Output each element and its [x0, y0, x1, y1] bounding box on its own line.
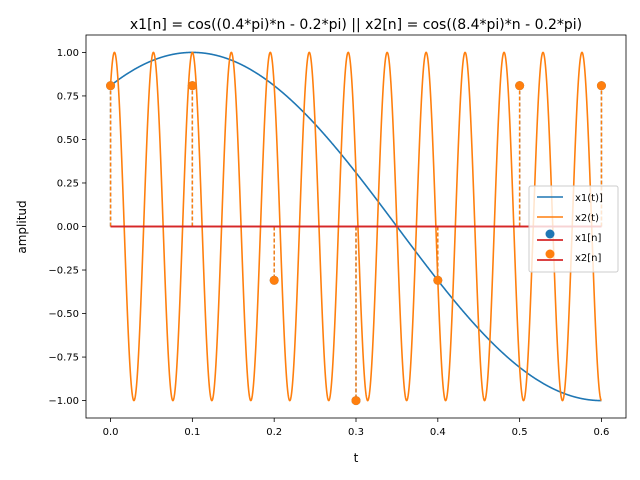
- stem-marker-4-1: [106, 81, 116, 91]
- y-tick-label: 0.75: [57, 91, 79, 102]
- stem-marker-4-3: [269, 275, 279, 285]
- y-tick-label: 0.50: [57, 135, 79, 146]
- legend-marker-4: [545, 249, 555, 259]
- x-tick-label: 0.4: [430, 427, 446, 438]
- legend-label-1: x1(t)]: [575, 193, 603, 204]
- legend-label-2: x2(t): [575, 213, 599, 224]
- y-axis-ticks: 1.00 0.75 0.50 0.25 0.00 −0.25 −0.50 −0.75 −1.00: [48, 48, 86, 407]
- stem-marker-4-4: [351, 396, 361, 406]
- legend-marker-3: [545, 229, 555, 239]
- x-axis-ticks: 0.0 0.1 0.2 0.3 0.4 0.5 0.6: [103, 418, 610, 438]
- y-tick-label: −0.75: [48, 353, 79, 364]
- y-tick-label: 1.00: [57, 48, 79, 59]
- legend-label-3: x1[n]: [575, 233, 602, 244]
- x-tick-label: 0.1: [184, 427, 200, 438]
- y-tick-label: −0.25: [48, 266, 79, 277]
- y-tick-label: −0.50: [48, 309, 79, 320]
- legend: x1(t)] x2(t) x1[n] x2[n]: [528, 185, 619, 273]
- stem-marker-4-6: [515, 81, 525, 91]
- y-tick-label: 0.00: [57, 222, 79, 233]
- y-tick-label: −1.00: [48, 396, 79, 407]
- stems-layer: [109, 85, 603, 401]
- curves-layer: [109, 51, 602, 402]
- plot-area: [106, 51, 606, 406]
- x-tick-label: 0.6: [594, 427, 610, 438]
- series-line-2: [109, 51, 602, 402]
- y-axis-label: amplitud: [15, 200, 29, 253]
- legend-entries: x1(t)] x2(t) x1[n] x2[n]: [537, 193, 603, 264]
- x-tick-label: 0.3: [348, 427, 364, 438]
- x-axis-label: t: [354, 451, 359, 465]
- x-tick-label: 0.5: [512, 427, 528, 438]
- stem-marker-4-2: [187, 81, 197, 91]
- chart-title: x1[n] = cos((0.4*pi)*n - 0.2*pi) || x2[n…: [130, 17, 582, 33]
- markers-layer: [106, 81, 606, 406]
- x-tick-label: 0.2: [266, 427, 282, 438]
- stem-marker-4-7: [596, 81, 606, 91]
- legend-label-4: x2[n]: [575, 253, 602, 264]
- x-tick-label: 0.0: [103, 427, 119, 438]
- y-tick-label: 0.25: [57, 178, 79, 189]
- stem-marker-4-5: [433, 275, 443, 285]
